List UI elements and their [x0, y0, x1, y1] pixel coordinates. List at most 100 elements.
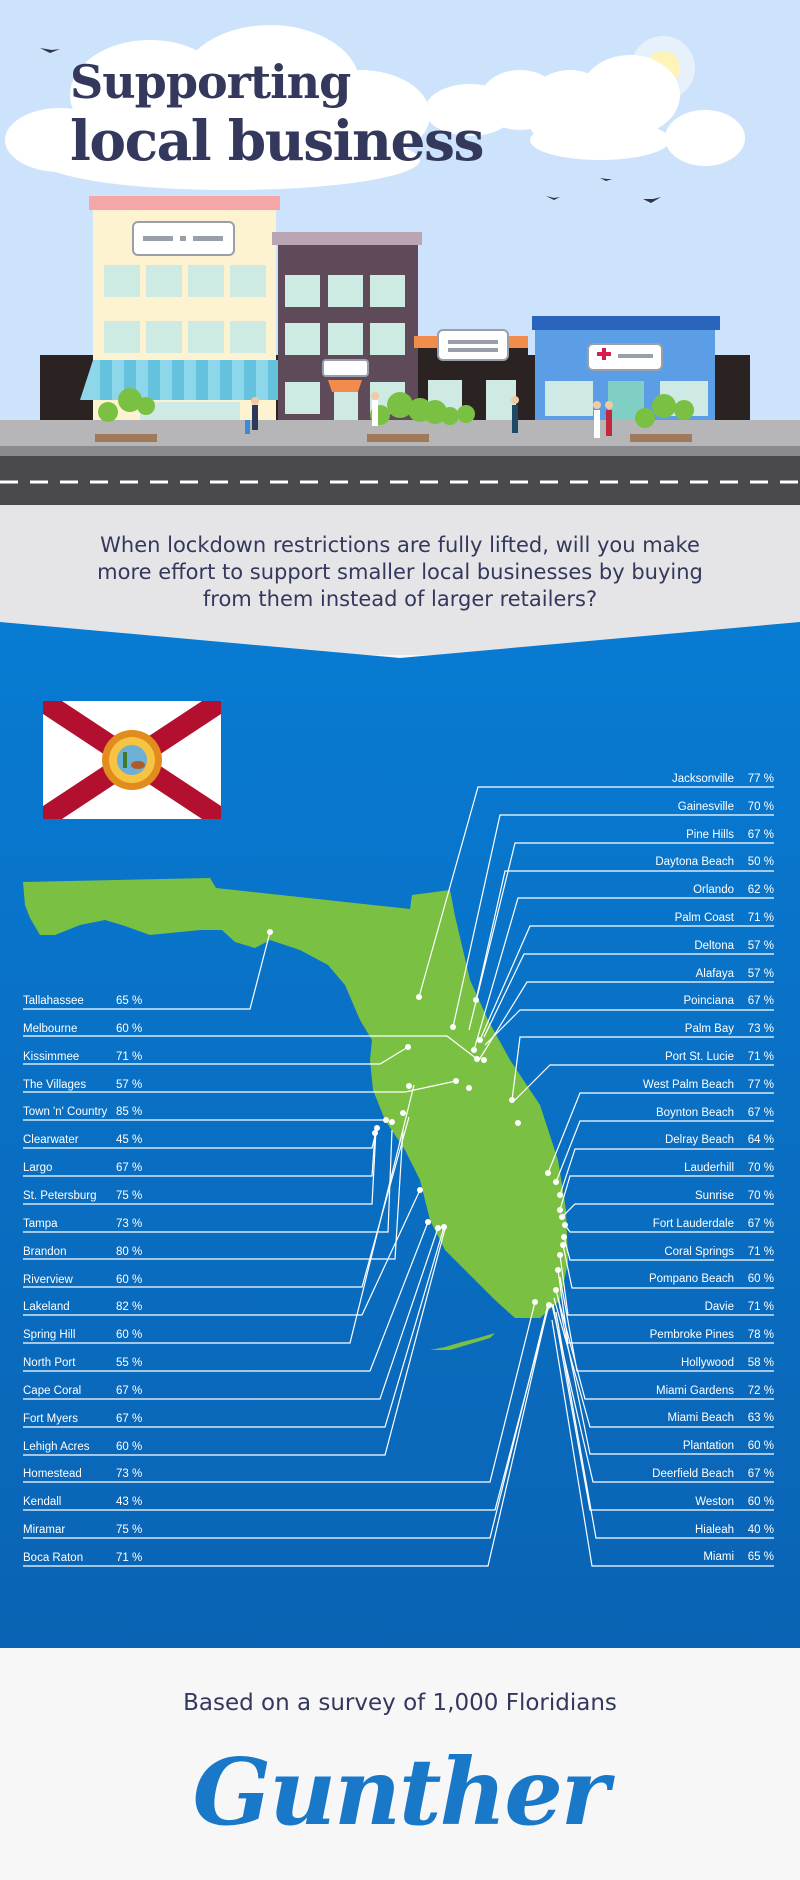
- leader-lines: [23, 786, 774, 1567]
- right-city-name: West Palm Beach: [642, 1078, 734, 1091]
- right-city-name: Delray Beach: [664, 1134, 734, 1147]
- right-city-name: Pompano Beach: [648, 1273, 734, 1286]
- right-city-value: 67 %: [747, 995, 774, 1008]
- right-city-name: Davie: [704, 1301, 734, 1314]
- right-city-value: 71 %: [747, 1245, 774, 1258]
- left-city-value: 75 %: [116, 1524, 143, 1537]
- left-city-name: Kendall: [23, 1496, 62, 1509]
- left-city-name: North Port: [23, 1357, 76, 1370]
- left-city-name: Fort Myers: [23, 1412, 78, 1425]
- right-city-name: Coral Springs: [664, 1245, 734, 1258]
- right-city-name: Deltona: [694, 939, 734, 952]
- left-city-name: Tallahassee: [23, 995, 84, 1007]
- left-city-value: 75 %: [116, 1189, 143, 1202]
- right-city-value: 60 %: [747, 1495, 774, 1508]
- left-city-value: 67 %: [116, 1412, 143, 1425]
- right-city-value: 70 %: [747, 800, 774, 813]
- right-city-name: Gainesville: [677, 800, 734, 813]
- left-city-name: Cape Coral: [23, 1384, 82, 1397]
- florida-flag-icon: [43, 701, 221, 819]
- left-city-value: 71 %: [116, 1050, 143, 1063]
- left-city-name: Riverview: [23, 1273, 73, 1286]
- right-city-name: Lauderhill: [684, 1162, 734, 1175]
- right-city-value: 65 %: [747, 1551, 774, 1564]
- left-city-name: Lakeland: [23, 1301, 70, 1314]
- left-city-value: 60 %: [116, 1273, 143, 1286]
- left-city-name: Tampa: [23, 1217, 58, 1230]
- right-city-value: 70 %: [747, 1162, 774, 1175]
- right-city-name: Miami: [703, 1551, 734, 1564]
- birds-icon: [40, 48, 661, 203]
- left-city-value: 73 %: [116, 1217, 143, 1230]
- left-city-name: St. Petersburg: [23, 1189, 97, 1202]
- cross-icon: [597, 348, 611, 360]
- left-city-value: 71 %: [116, 1552, 143, 1564]
- right-city-value: 60 %: [747, 1440, 774, 1453]
- right-city-name: Alafaya: [695, 967, 734, 980]
- title-line-1: Supporting: [70, 55, 351, 109]
- right-city-name: Jacksonville: [672, 773, 734, 785]
- right-city-value: 50 %: [747, 856, 774, 869]
- cloud-right: [525, 55, 745, 166]
- left-city-name: Kissimmee: [23, 1050, 80, 1063]
- left-city-name: Brandon: [23, 1245, 67, 1258]
- right-city-name: Daytona Beach: [655, 856, 734, 869]
- left-city-value: 55 %: [116, 1357, 143, 1370]
- right-city-value: 57 %: [747, 939, 774, 952]
- right-city-name: Port St. Lucie: [664, 1051, 734, 1063]
- left-city-value: 60 %: [116, 1022, 143, 1035]
- question-band: [0, 505, 800, 655]
- left-city-value: 65 %: [116, 995, 143, 1007]
- right-city-value: 77 %: [747, 1078, 774, 1091]
- right-city-value: 70 %: [747, 1190, 774, 1202]
- left-city-name: Spring Hill: [23, 1329, 76, 1342]
- left-city-value: 82 %: [116, 1301, 143, 1314]
- right-city-name: Pembroke Pines: [649, 1329, 734, 1341]
- right-city-value: 67 %: [747, 828, 774, 841]
- florida-map: [23, 878, 568, 1350]
- right-city-name: Miami Beach: [667, 1412, 734, 1425]
- right-city-value: 63 %: [747, 1412, 774, 1425]
- right-city-name: Palm Bay: [684, 1023, 734, 1036]
- left-city-value: 85 %: [116, 1106, 143, 1119]
- left-city-name: Lehigh Acres: [23, 1440, 90, 1453]
- right-city-name: Poinciana: [683, 995, 734, 1008]
- cloud-left: [5, 25, 430, 190]
- left-city-name: Town 'n' Country: [23, 1106, 108, 1119]
- left-city-name: Clearwater: [23, 1134, 79, 1147]
- left-city-name: Homestead: [23, 1468, 82, 1481]
- left-city-name: Largo: [23, 1162, 53, 1175]
- title-line-2: local business: [70, 108, 484, 173]
- value-underlines: [115, 786, 774, 1010]
- right-city-value: 58 %: [747, 1356, 774, 1369]
- right-city-name: Palm Coast: [674, 912, 734, 924]
- city-dots: [267, 929, 568, 1308]
- right-city-name: Sunrise: [695, 1190, 734, 1202]
- left-city-value: 57 %: [116, 1078, 143, 1091]
- street-scene: [0, 25, 800, 505]
- right-city-value: 72 %: [747, 1384, 774, 1397]
- right-city-value: 62 %: [747, 884, 774, 897]
- right-city-name: Plantation: [682, 1440, 734, 1453]
- right-city-name: Hialeah: [695, 1523, 734, 1536]
- survey-note: Based on a survey of 1,000 Floridians: [183, 1690, 617, 1716]
- left-city-value: 80 %: [116, 1245, 143, 1258]
- right-city-value: 40 %: [747, 1523, 774, 1536]
- right-city-value: 71 %: [747, 1051, 774, 1063]
- right-city-value: 67 %: [747, 1468, 774, 1480]
- right-city-name: Miami Gardens: [656, 1384, 734, 1397]
- right-city-value: 71 %: [747, 912, 774, 924]
- right-city-value: 67 %: [747, 1217, 774, 1230]
- right-city-value: 73 %: [747, 1023, 774, 1036]
- brand-logo: Gunther: [192, 1738, 610, 1846]
- left-city-value: 43 %: [116, 1496, 143, 1509]
- right-city-name: Pine Hills: [686, 828, 734, 841]
- left-city-name: Melbourne: [23, 1022, 78, 1035]
- left-city-value: 73 %: [116, 1468, 143, 1481]
- survey-question: When lockdown restrictions are fully lif…: [97, 533, 703, 611]
- trees: [95, 388, 694, 442]
- left-city-value: 67 %: [116, 1384, 143, 1397]
- right-city-name: Deerfield Beach: [652, 1468, 734, 1480]
- left-city-name: Boca Raton: [23, 1552, 84, 1564]
